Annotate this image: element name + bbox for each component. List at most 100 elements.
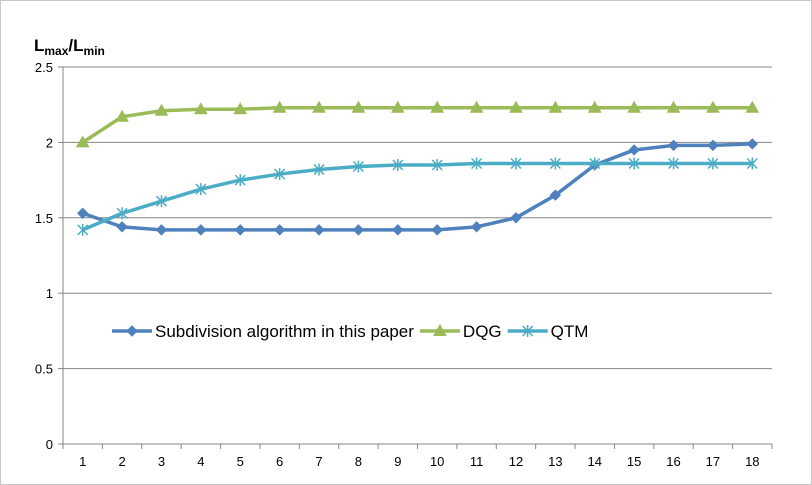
data-point bbox=[116, 221, 128, 233]
y-tick-label: 1.5 bbox=[35, 211, 53, 226]
data-point bbox=[746, 157, 758, 170]
data-point bbox=[233, 102, 248, 115]
data-point bbox=[312, 100, 326, 113]
data-point bbox=[234, 174, 246, 187]
legend-item-3: QTM bbox=[507, 322, 588, 341]
y-tick-label: 0 bbox=[46, 437, 53, 452]
legend: Subdivision algorithm in this paper DQG QT… bbox=[112, 322, 588, 341]
x-tick-label: 17 bbox=[706, 454, 720, 469]
series-1 bbox=[76, 138, 759, 236]
data-point bbox=[745, 100, 760, 113]
data-point bbox=[313, 163, 325, 176]
y-tick-label: 2.5 bbox=[35, 60, 53, 75]
series-2 bbox=[75, 100, 760, 148]
x-tick-label: 9 bbox=[394, 454, 401, 469]
data-point bbox=[549, 157, 561, 170]
data-point bbox=[589, 157, 601, 170]
legend-marker bbox=[433, 323, 447, 336]
data-point bbox=[431, 224, 443, 236]
x-tick-label: 2 bbox=[118, 454, 125, 469]
x-tick-label: 6 bbox=[276, 454, 283, 469]
data-point bbox=[195, 183, 207, 196]
data-point bbox=[587, 100, 602, 113]
data-point bbox=[707, 139, 719, 152]
x-tick-labels: 1 2 3 4 5 6 7 8 9 10 11 12 13 14 15 16 17 18 bbox=[79, 454, 759, 469]
svg-text:Lmax/Lmin: Lmax/Lmin bbox=[34, 36, 105, 58]
data-point bbox=[76, 207, 89, 219]
y-tick-label: 2 bbox=[46, 135, 53, 150]
x-tick-label: 3 bbox=[158, 454, 165, 469]
legend-item-1: Subdivision algorithm in this paper bbox=[112, 322, 414, 341]
axes bbox=[58, 66, 773, 449]
data-point bbox=[351, 100, 366, 113]
data-point bbox=[392, 159, 404, 172]
data-point bbox=[510, 212, 522, 224]
series-3 bbox=[77, 157, 758, 236]
data-point bbox=[470, 221, 483, 233]
data-point bbox=[352, 224, 365, 236]
x-tick-label: 11 bbox=[470, 454, 484, 469]
data-point bbox=[352, 160, 364, 173]
y-tick-label: 0.5 bbox=[35, 362, 53, 377]
y-label-sep: /L bbox=[68, 36, 83, 55]
x-tick-label: 5 bbox=[237, 454, 244, 469]
x-tick-label: 7 bbox=[315, 454, 322, 469]
x-tick-label: 15 bbox=[627, 454, 641, 469]
x-tick-label: 8 bbox=[355, 454, 362, 469]
x-tick-label: 12 bbox=[509, 454, 523, 469]
data-point bbox=[627, 100, 642, 113]
series-line bbox=[81, 105, 753, 144]
y-axis-label: Lmax/Lmin bbox=[34, 36, 105, 58]
data-point bbox=[666, 100, 681, 113]
legend-label: Subdivision algorithm in this paper bbox=[155, 322, 414, 341]
data-point bbox=[273, 224, 286, 236]
data-point bbox=[116, 207, 128, 220]
data-point bbox=[154, 103, 169, 116]
data-point bbox=[431, 159, 443, 172]
series-line bbox=[82, 142, 753, 232]
x-tick-label: 18 bbox=[745, 454, 759, 469]
data-point bbox=[549, 189, 562, 201]
legend-marker bbox=[126, 325, 138, 337]
y-label-sub-min: min bbox=[84, 44, 105, 58]
y-tick-labels: 0 0.5 1 1.5 2 2.5 bbox=[35, 60, 53, 452]
series-group bbox=[75, 100, 760, 236]
data-point bbox=[195, 224, 207, 236]
x-tick-label: 4 bbox=[197, 454, 204, 469]
data-point bbox=[707, 157, 719, 170]
data-point bbox=[274, 168, 286, 181]
x-tick-label: 14 bbox=[588, 454, 602, 469]
x-tick-label: 13 bbox=[548, 454, 562, 469]
data-point bbox=[667, 157, 680, 170]
data-point bbox=[115, 109, 129, 122]
x-tick-label: 10 bbox=[430, 454, 444, 469]
data-point bbox=[392, 224, 404, 236]
data-point bbox=[77, 223, 89, 236]
data-point bbox=[509, 100, 523, 113]
data-point bbox=[155, 224, 168, 236]
data-point bbox=[272, 100, 287, 113]
data-point bbox=[390, 100, 405, 113]
data-point bbox=[548, 100, 563, 113]
data-point bbox=[469, 100, 484, 113]
y-tick-label: 1 bbox=[46, 286, 53, 301]
legend-label: DQG bbox=[463, 322, 502, 341]
legend-item-2: DQG bbox=[419, 322, 502, 341]
data-point bbox=[510, 157, 522, 170]
data-point bbox=[667, 139, 680, 152]
data-point bbox=[430, 100, 445, 113]
data-point bbox=[471, 157, 483, 170]
y-label-sub-max: max bbox=[44, 44, 68, 58]
data-point bbox=[628, 144, 640, 156]
data-point bbox=[193, 102, 208, 115]
x-tick-label: 1 bbox=[79, 454, 86, 469]
y-label-base: L bbox=[34, 36, 44, 55]
data-point bbox=[746, 138, 759, 150]
data-point bbox=[234, 224, 246, 236]
series-line bbox=[82, 161, 753, 232]
data-point bbox=[628, 157, 640, 170]
legend-marker bbox=[522, 325, 534, 337]
data-point bbox=[155, 195, 168, 208]
